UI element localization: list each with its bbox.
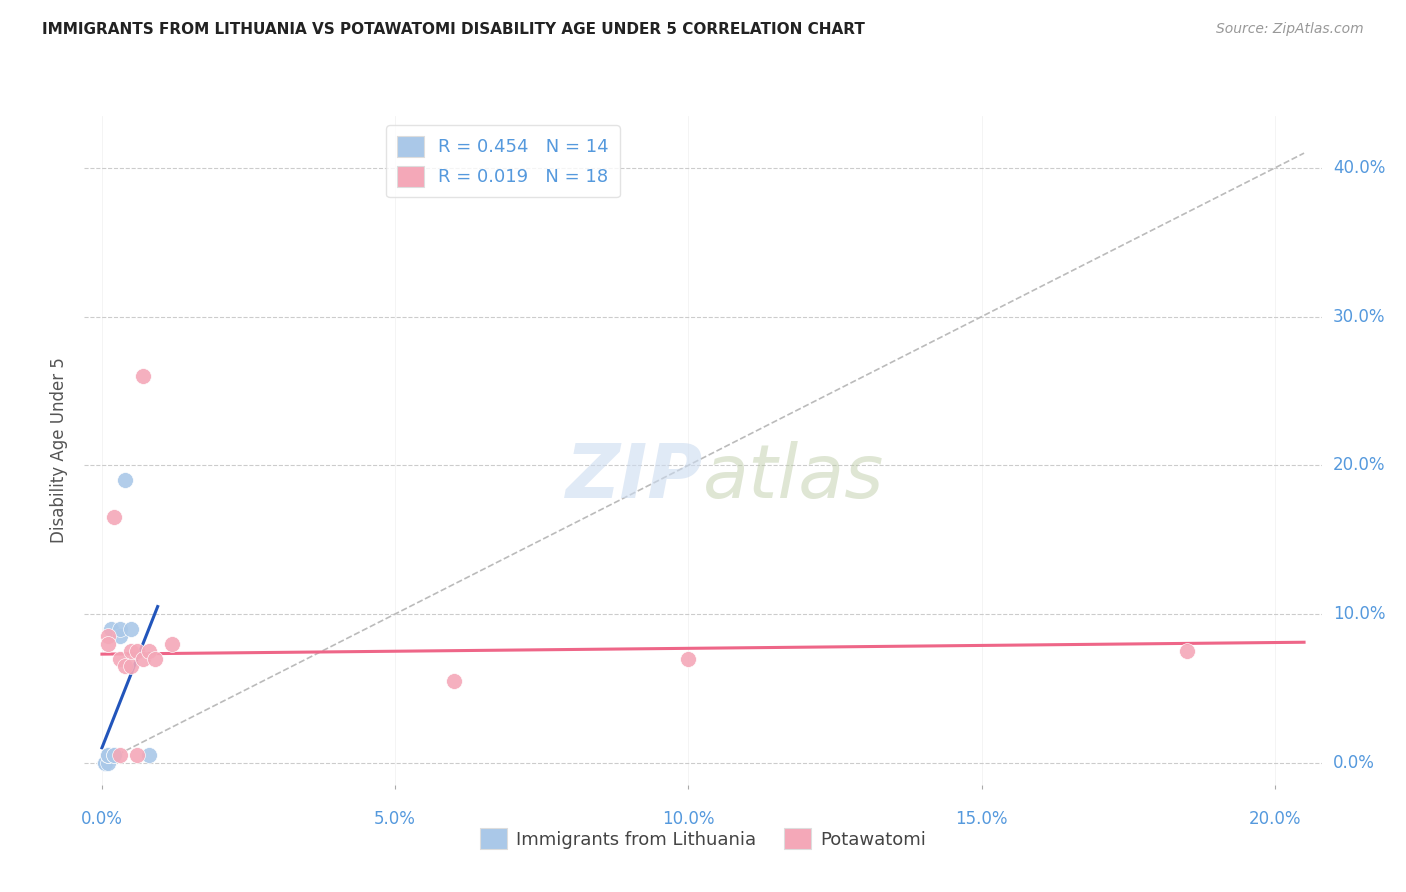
Point xyxy=(108,748,131,763)
Point xyxy=(97,637,120,651)
Text: 30.0%: 30.0% xyxy=(1333,308,1385,326)
Point xyxy=(97,756,120,770)
Point xyxy=(138,748,160,763)
Text: 10.0%: 10.0% xyxy=(662,810,714,828)
Point xyxy=(108,629,131,643)
Text: 0.0%: 0.0% xyxy=(1333,754,1375,772)
Point xyxy=(94,756,117,770)
Text: 20.0%: 20.0% xyxy=(1333,457,1385,475)
Point xyxy=(103,510,125,524)
Text: 40.0%: 40.0% xyxy=(1333,159,1385,177)
Text: Source: ZipAtlas.com: Source: ZipAtlas.com xyxy=(1216,22,1364,37)
Y-axis label: Disability Age Under 5: Disability Age Under 5 xyxy=(51,358,69,543)
Text: 5.0%: 5.0% xyxy=(374,810,416,828)
Point xyxy=(162,637,184,651)
Point xyxy=(108,622,131,636)
Text: 0.0%: 0.0% xyxy=(82,810,122,828)
Text: 10.0%: 10.0% xyxy=(1333,605,1385,623)
Text: 20.0%: 20.0% xyxy=(1249,810,1301,828)
Text: atlas: atlas xyxy=(703,442,884,513)
Point xyxy=(127,748,149,763)
Point xyxy=(1175,644,1198,658)
Point xyxy=(103,748,125,763)
Point xyxy=(114,659,136,673)
Point xyxy=(97,629,120,643)
Text: IMMIGRANTS FROM LITHUANIA VS POTAWATOMI DISABILITY AGE UNDER 5 CORRELATION CHART: IMMIGRANTS FROM LITHUANIA VS POTAWATOMI … xyxy=(42,22,865,37)
Point xyxy=(120,659,142,673)
Point xyxy=(143,651,166,665)
Point xyxy=(97,748,120,763)
Point xyxy=(120,644,142,658)
Point xyxy=(114,473,136,487)
Point xyxy=(97,748,120,763)
Point xyxy=(120,622,142,636)
Point xyxy=(127,644,149,658)
Point xyxy=(132,369,155,384)
Point xyxy=(443,673,465,688)
Point xyxy=(100,622,122,636)
Point xyxy=(97,748,120,763)
Point xyxy=(678,651,700,665)
Text: 15.0%: 15.0% xyxy=(955,810,1008,828)
Text: ZIP: ZIP xyxy=(565,441,703,514)
Legend: Immigrants from Lithuania, Potawatomi: Immigrants from Lithuania, Potawatomi xyxy=(474,821,932,856)
Point xyxy=(138,644,160,658)
Point xyxy=(108,651,131,665)
Point xyxy=(103,748,125,763)
Point xyxy=(132,651,155,665)
Point xyxy=(94,756,117,770)
